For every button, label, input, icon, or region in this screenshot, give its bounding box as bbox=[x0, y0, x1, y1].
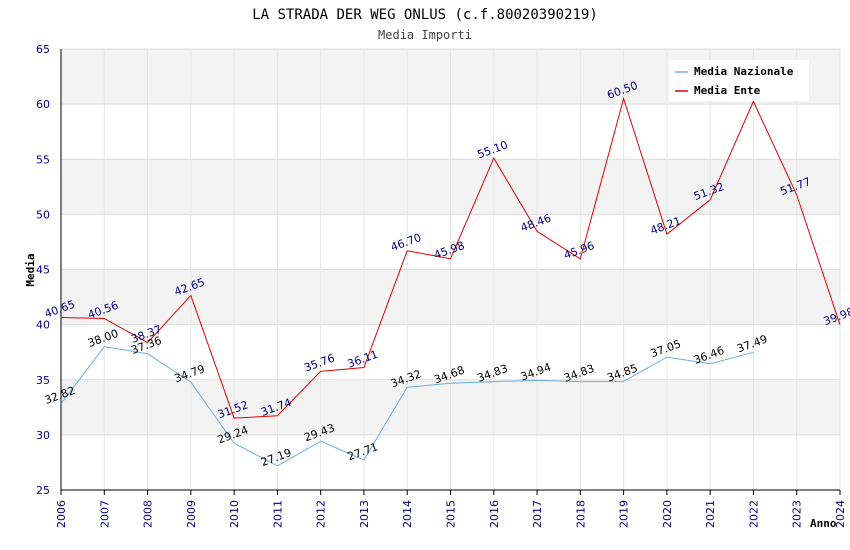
x-tick-2023: 2023 bbox=[791, 500, 804, 528]
y-tick-50: 50 bbox=[36, 208, 50, 221]
x-tick-2009: 2009 bbox=[185, 500, 198, 528]
y-tick-labels: 25 30 35 40 45 50 55 60 65 bbox=[36, 43, 50, 497]
legend-label-nazionale: Media Nazionale bbox=[694, 65, 794, 78]
x-tick-2010: 2010 bbox=[228, 500, 241, 528]
x-tick-2016: 2016 bbox=[488, 500, 501, 528]
x-tick-2017: 2017 bbox=[531, 500, 544, 528]
legend-box bbox=[669, 60, 809, 101]
legend-label-ente: Media Ente bbox=[694, 84, 761, 97]
x-tick-2020: 2020 bbox=[661, 500, 674, 528]
x-tick-2018: 2018 bbox=[574, 500, 587, 528]
series-line-media-nazionale bbox=[60, 346, 754, 467]
y-axis-label: Media bbox=[24, 253, 37, 286]
x-tick-2024: 2024 bbox=[834, 500, 847, 528]
series-line-media-ente bbox=[60, 96, 841, 419]
x-tick-2014: 2014 bbox=[401, 500, 414, 528]
x-tick-2019: 2019 bbox=[618, 500, 631, 528]
x-tick-2011: 2011 bbox=[271, 500, 284, 528]
x-tick-2015: 2015 bbox=[445, 500, 458, 528]
y-tick-60: 60 bbox=[36, 98, 50, 111]
x-tick-2021: 2021 bbox=[704, 500, 717, 528]
y-tick-45: 45 bbox=[36, 264, 50, 277]
y-tick-40: 40 bbox=[36, 319, 50, 332]
x-tick-2022: 2022 bbox=[747, 500, 760, 528]
x-tick-2006: 2006 bbox=[55, 500, 68, 528]
y-tick-55: 55 bbox=[36, 153, 50, 166]
y-tick-30: 30 bbox=[36, 429, 50, 442]
x-axis-label: Anno bbox=[810, 517, 837, 530]
series bbox=[60, 96, 841, 467]
axes bbox=[60, 49, 841, 495]
x-tick-2012: 2012 bbox=[315, 500, 328, 528]
chart-subtitle: Media Importi bbox=[378, 28, 472, 42]
y-tick-35: 35 bbox=[36, 374, 50, 387]
y-tick-65: 65 bbox=[36, 43, 50, 56]
y-tick-25: 25 bbox=[36, 484, 50, 497]
chart-title: LA STRADA DER WEG ONLUS (c.f.80020390219… bbox=[252, 7, 598, 23]
x-tick-2007: 2007 bbox=[98, 500, 111, 528]
x-tick-labels: 2006 2007 2008 2009 2010 2011 2012 2013 2014 2015… bbox=[55, 500, 847, 528]
x-tick-2008: 2008 bbox=[142, 500, 155, 528]
x-tick-2013: 2013 bbox=[358, 500, 371, 528]
legend: Media Nazionale Media Ente bbox=[669, 60, 809, 101]
